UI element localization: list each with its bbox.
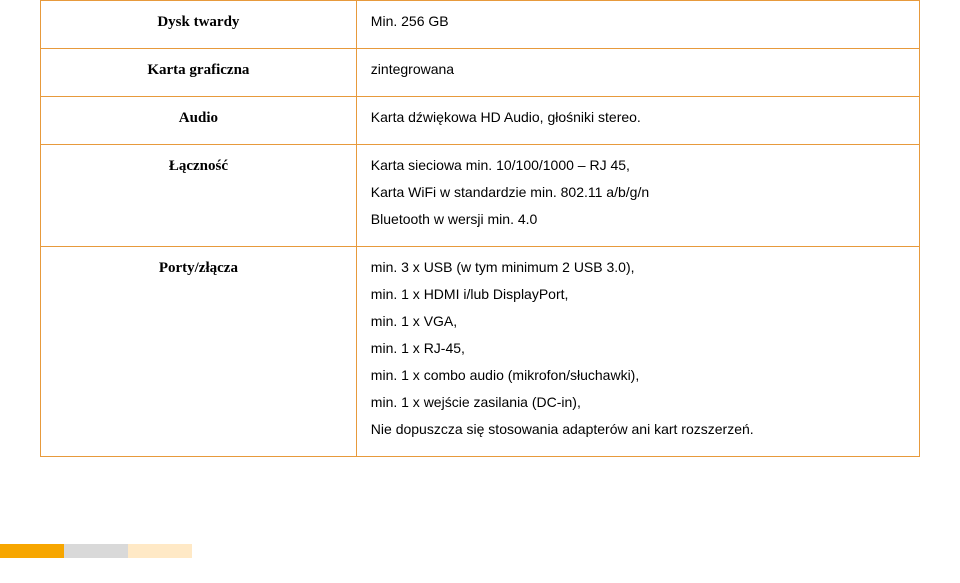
row-value: Karta sieciowa min. 10/100/1000 – RJ 45,… <box>356 145 919 247</box>
value-line: min. 1 x VGA, <box>371 311 905 332</box>
table-row: Karta graficzna zintegrowana <box>41 49 920 97</box>
table-row: Audio Karta dźwiękowa HD Audio, głośniki… <box>41 97 920 145</box>
value-line: zintegrowana <box>371 59 905 80</box>
value-line: min. 3 x USB (w tym minimum 2 USB 3.0), <box>371 257 905 278</box>
table-row: Łączność Karta sieciowa min. 10/100/1000… <box>41 145 920 247</box>
row-value: Karta dźwiękowa HD Audio, głośniki stere… <box>356 97 919 145</box>
value-line: min. 1 x HDMI i/lub DisplayPort, <box>371 284 905 305</box>
value-line: Karta WiFi w standardzie min. 802.11 a/b… <box>371 182 905 203</box>
footer-color-bar <box>0 544 192 558</box>
value-line: Karta dźwiękowa HD Audio, głośniki stere… <box>371 107 905 128</box>
row-label: Łączność <box>41 145 357 247</box>
table-row: Porty/złącza min. 3 x USB (w tym minimum… <box>41 247 920 457</box>
row-value: Min. 256 GB <box>356 1 919 49</box>
row-label: Audio <box>41 97 357 145</box>
row-label: Dysk twardy <box>41 1 357 49</box>
spec-table: Dysk twardy Min. 256 GB Karta graficzna … <box>40 0 920 457</box>
table-row: Dysk twardy Min. 256 GB <box>41 1 920 49</box>
value-line: min. 1 x RJ-45, <box>371 338 905 359</box>
value-line: Nie dopuszcza się stosowania adapterów a… <box>371 419 905 440</box>
value-line: Bluetooth w wersji min. 4.0 <box>371 209 905 230</box>
footer-block-gray <box>64 544 128 558</box>
footer-block-cream <box>128 544 192 558</box>
row-label: Porty/złącza <box>41 247 357 457</box>
row-label: Karta graficzna <box>41 49 357 97</box>
value-line: min. 1 x combo audio (mikrofon/słuchawki… <box>371 365 905 386</box>
value-line: Karta sieciowa min. 10/100/1000 – RJ 45, <box>371 155 905 176</box>
value-line: min. 1 x wejście zasilania (DC-in), <box>371 392 905 413</box>
value-line: Min. 256 GB <box>371 11 905 32</box>
row-value: zintegrowana <box>356 49 919 97</box>
footer-block-orange <box>0 544 64 558</box>
row-value: min. 3 x USB (w tym minimum 2 USB 3.0), … <box>356 247 919 457</box>
